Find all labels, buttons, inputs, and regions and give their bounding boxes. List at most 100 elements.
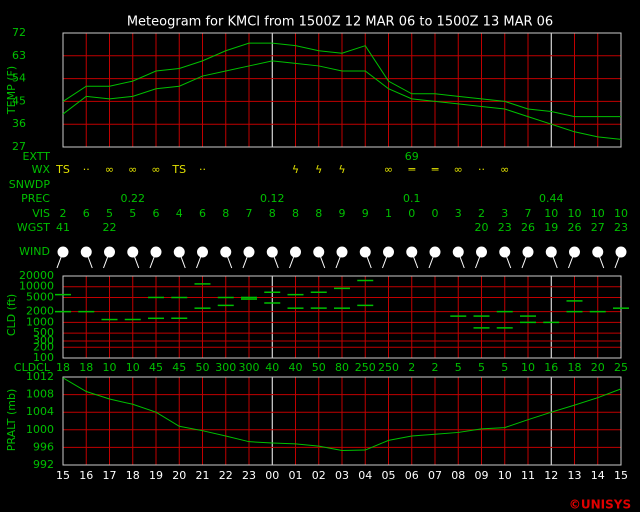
row-value: 10: [591, 207, 605, 220]
row-label: WGST: [17, 221, 50, 234]
data-line: [62, 60, 622, 140]
row-value: ϟ: [338, 163, 345, 176]
credit: ©UNISYS: [569, 498, 631, 512]
y-tick-label: 36: [12, 117, 26, 130]
row-value: 20: [475, 221, 489, 234]
x-tick-label: 18: [126, 469, 140, 482]
row-value: 5: [129, 207, 136, 220]
row-value: ϟ: [315, 163, 322, 176]
row-value: 1: [385, 207, 392, 220]
row-value: ═: [431, 163, 439, 176]
row-value: 8: [315, 207, 322, 220]
row-label: WIND: [19, 245, 50, 258]
row-value: 8: [269, 207, 276, 220]
row-value: 2: [408, 361, 415, 374]
row-value: 45: [149, 361, 163, 374]
y-tick-label: 54: [12, 72, 26, 85]
row-value: 0: [432, 207, 439, 220]
row-value: 18: [56, 361, 70, 374]
row-value: 18: [79, 361, 93, 374]
x-tick-label: 15: [56, 469, 70, 482]
row-label: EXTT: [22, 150, 50, 163]
panel-frame: [62, 376, 622, 466]
row-value: 3: [501, 207, 508, 220]
y-tick-label: 72: [12, 26, 26, 39]
y-tick-label: 100: [33, 351, 54, 364]
wind-station: [476, 246, 487, 258]
row-value: 10: [103, 361, 117, 374]
row-value: ··: [83, 163, 90, 176]
row-value: 250: [355, 361, 376, 374]
wind-station: [80, 246, 92, 258]
row-value: 0.12: [260, 192, 285, 205]
row-value: 3: [455, 207, 462, 220]
y-tick-label: 45: [12, 94, 26, 107]
x-tick-label: 00: [265, 469, 279, 482]
row-value: 250: [378, 361, 399, 374]
row-value: ∞: [500, 163, 509, 176]
wind-station: [243, 246, 255, 258]
x-tick-label: 01: [289, 469, 303, 482]
row-value: TS: [55, 163, 70, 176]
x-tick-label: 17: [103, 469, 117, 482]
row-value: 300: [239, 361, 260, 374]
row-value: 6: [199, 207, 206, 220]
data-line: [62, 377, 622, 451]
wind-station: [569, 246, 580, 258]
x-tick-label: 21: [196, 469, 210, 482]
row-value: ∞: [151, 163, 160, 176]
x-tick-label: 15: [614, 469, 628, 482]
x-tick-label: 16: [79, 469, 93, 482]
row-label: WX: [32, 163, 51, 176]
row-label: VIS: [32, 207, 50, 220]
x-tick-label: 12: [544, 469, 558, 482]
row-value: 10: [614, 207, 628, 220]
row-value: 5: [501, 361, 508, 374]
row-value: 19: [544, 221, 558, 234]
row-value: 10: [521, 361, 535, 374]
row-value: 27: [591, 221, 605, 234]
y-axis-title: TEMP (F): [5, 66, 18, 115]
wind-station: [313, 246, 325, 258]
row-value: 50: [196, 361, 210, 374]
row-value: 9: [362, 207, 369, 220]
row-value: 40: [265, 361, 279, 374]
wind-station: [104, 246, 115, 258]
panel-frame: [62, 275, 622, 359]
wind-station: [150, 246, 162, 258]
row-value: 5: [455, 361, 462, 374]
row-value: 50: [312, 361, 326, 374]
row-value: 80: [335, 361, 349, 374]
y-tick-label: 1008: [26, 388, 54, 401]
wind-station: [266, 246, 278, 258]
row-label: PREC: [21, 192, 50, 205]
wind-station: [592, 246, 604, 258]
row-value: 26: [568, 221, 582, 234]
row-value: 10: [126, 361, 140, 374]
row-value: 300: [215, 361, 236, 374]
row-value: 8: [292, 207, 299, 220]
x-tick-label: 03: [335, 469, 349, 482]
row-value: 0.1: [403, 192, 421, 205]
row-value: 8: [222, 207, 229, 220]
y-tick-label: 996: [33, 440, 54, 453]
row-value: 7: [246, 207, 253, 220]
row-value: 0.22: [121, 192, 146, 205]
y-tick-label: 5000: [26, 290, 54, 303]
wind-station: [406, 246, 418, 258]
y-tick-label: 27: [12, 140, 26, 153]
y-axis-title: CLD (ft): [5, 294, 18, 336]
row-value: 5: [106, 207, 113, 220]
wind-station: [499, 246, 511, 258]
row-value: 10: [544, 207, 558, 220]
wind-station: [383, 246, 394, 258]
x-tick-label: 23: [242, 469, 256, 482]
wind-station: [290, 246, 301, 258]
wind-station: [336, 246, 348, 258]
data-line: [62, 42, 621, 118]
row-value: ∞: [128, 163, 137, 176]
x-tick-label: 14: [591, 469, 605, 482]
chart-title: Meteogram for KMCI from 1500Z 12 MAR 06 …: [127, 15, 553, 30]
panel-frame: [62, 32, 622, 148]
